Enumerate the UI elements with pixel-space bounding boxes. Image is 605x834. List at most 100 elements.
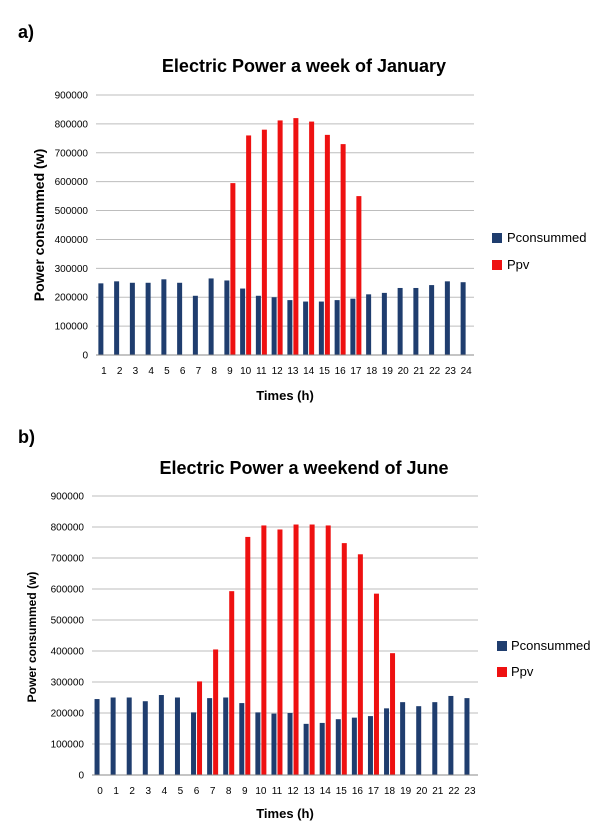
x-tick-label: 20 <box>398 366 410 377</box>
x-tick-label: 21 <box>432 786 444 797</box>
legend-swatch-pconsummed <box>492 233 502 243</box>
x-tick-label: 24 <box>461 366 473 377</box>
y-tick-label: 200000 <box>51 709 85 720</box>
bar-pconsummed <box>255 712 261 775</box>
bar-pconsummed <box>98 283 104 355</box>
bar-pconsummed <box>224 280 230 355</box>
bar-pconsummed <box>208 278 214 355</box>
chart-title-b: Electric Power a weekend of June <box>159 458 448 478</box>
bar-ppv <box>277 529 283 775</box>
panel-b: b) Electric Power a weekend of June 0 10 0… <box>18 427 590 821</box>
panel-label-b: b) <box>18 427 35 447</box>
bar-ppv <box>246 135 252 355</box>
y-tick-label: 600000 <box>51 585 85 596</box>
x-tick-label: 1 <box>101 366 107 377</box>
bar-pconsummed <box>303 723 309 775</box>
bar-ppv <box>197 681 203 775</box>
bar-pconsummed <box>110 697 116 775</box>
x-tick-label: 14 <box>303 366 315 377</box>
x-tick-label: 16 <box>352 786 364 797</box>
y-tick-label: 900000 <box>51 492 85 503</box>
bar-pconsummed <box>464 698 470 775</box>
bar-pconsummed <box>448 695 454 775</box>
x-tick-label: 6 <box>194 786 200 797</box>
y-tick-label: 0 <box>78 771 84 782</box>
bar-pconsummed <box>223 697 229 775</box>
x-tick-label: 23 <box>464 786 476 797</box>
x-tick-label: 21 <box>413 366 425 377</box>
x-tick-label: 13 <box>287 366 299 377</box>
x-tick-label: 22 <box>429 366 441 377</box>
bar-pconsummed <box>161 279 167 355</box>
bar-pconsummed <box>192 295 198 355</box>
bar-ppv <box>356 196 362 355</box>
bar-pconsummed <box>126 697 132 775</box>
bar-pconsummed <box>335 719 341 775</box>
y-tick-label: 300000 <box>51 678 85 689</box>
y-tick-label: 200000 <box>55 293 89 304</box>
bar-pconsummed <box>384 708 390 775</box>
bar-pconsummed <box>271 713 277 775</box>
legend-a: Pconsummed Ppv <box>492 230 586 272</box>
x-tick-label: 13 <box>304 786 316 797</box>
bar-ppv <box>340 144 346 355</box>
y-tick-label: 700000 <box>55 148 89 159</box>
x-tick-label: 6 <box>180 366 186 377</box>
panel-a: a) Electric Power a week of January 0100… <box>18 22 586 403</box>
legend-b: Pconsummed Ppv <box>497 638 590 679</box>
x-axis-label-b: Times (h) <box>256 806 314 821</box>
bars-b <box>94 524 470 775</box>
x-tick-label: 15 <box>319 366 331 377</box>
y-tick-label: 300000 <box>55 264 89 275</box>
bar-pconsummed <box>174 697 180 775</box>
bar-pconsummed <box>351 717 357 775</box>
bar-pconsummed <box>334 300 340 355</box>
y-tick-label: 500000 <box>55 206 89 217</box>
legend-swatch-ppv <box>497 667 507 677</box>
bar-pconsummed <box>413 287 419 355</box>
legend-swatch-pconsummed <box>497 641 507 651</box>
bar-pconsummed <box>460 282 466 355</box>
bar-pconsummed <box>287 713 293 775</box>
bar-pconsummed <box>271 297 277 355</box>
chart-title-a: Electric Power a week of January <box>162 56 446 76</box>
bar-pconsummed <box>381 292 387 355</box>
x-tick-label: 3 <box>133 366 139 377</box>
legend-label-pconsummed: Pconsummed <box>511 638 590 653</box>
y-tick-label: 0 <box>82 351 88 362</box>
x-tick-label: 11 <box>272 786 283 797</box>
x-tick-label: 5 <box>164 366 170 377</box>
bar-ppv <box>261 129 267 355</box>
bar-ppv <box>357 554 363 775</box>
legend-label-pconsummed: Pconsummed <box>507 230 586 245</box>
bar-pconsummed <box>444 281 450 355</box>
y-tick-label: 700000 <box>51 554 85 565</box>
bar-ppv <box>230 183 236 355</box>
x-tick-label: 7 <box>196 366 202 377</box>
bar-pconsummed <box>191 712 197 775</box>
bar-pconsummed <box>142 701 148 775</box>
y-tick-label: 100000 <box>55 322 89 333</box>
legend-swatch-ppv <box>492 260 502 270</box>
bar-ppv <box>213 649 219 775</box>
x-tick-label: 20 <box>416 786 428 797</box>
bar-pconsummed <box>366 294 372 355</box>
bar-pconsummed <box>319 722 325 775</box>
y-tick-label: 500000 <box>51 616 85 627</box>
x-tick-label: 9 <box>242 786 248 797</box>
bar-pconsummed <box>416 706 422 775</box>
x-tick-label: 4 <box>162 786 168 797</box>
legend-label-ppv: Ppv <box>511 664 534 679</box>
x-tick-label: 0 <box>97 786 103 797</box>
x-tick-label: 2 <box>129 786 135 797</box>
bar-ppv <box>373 593 379 775</box>
bar-pconsummed <box>239 703 245 775</box>
gridlines-a <box>96 94 474 327</box>
x-tick-label: 10 <box>255 786 267 797</box>
x-tick-label: 18 <box>366 366 378 377</box>
bar-ppv <box>390 653 396 775</box>
bar-pconsummed <box>432 702 438 775</box>
x-tick-label: 17 <box>350 366 362 377</box>
bar-pconsummed <box>145 282 151 355</box>
